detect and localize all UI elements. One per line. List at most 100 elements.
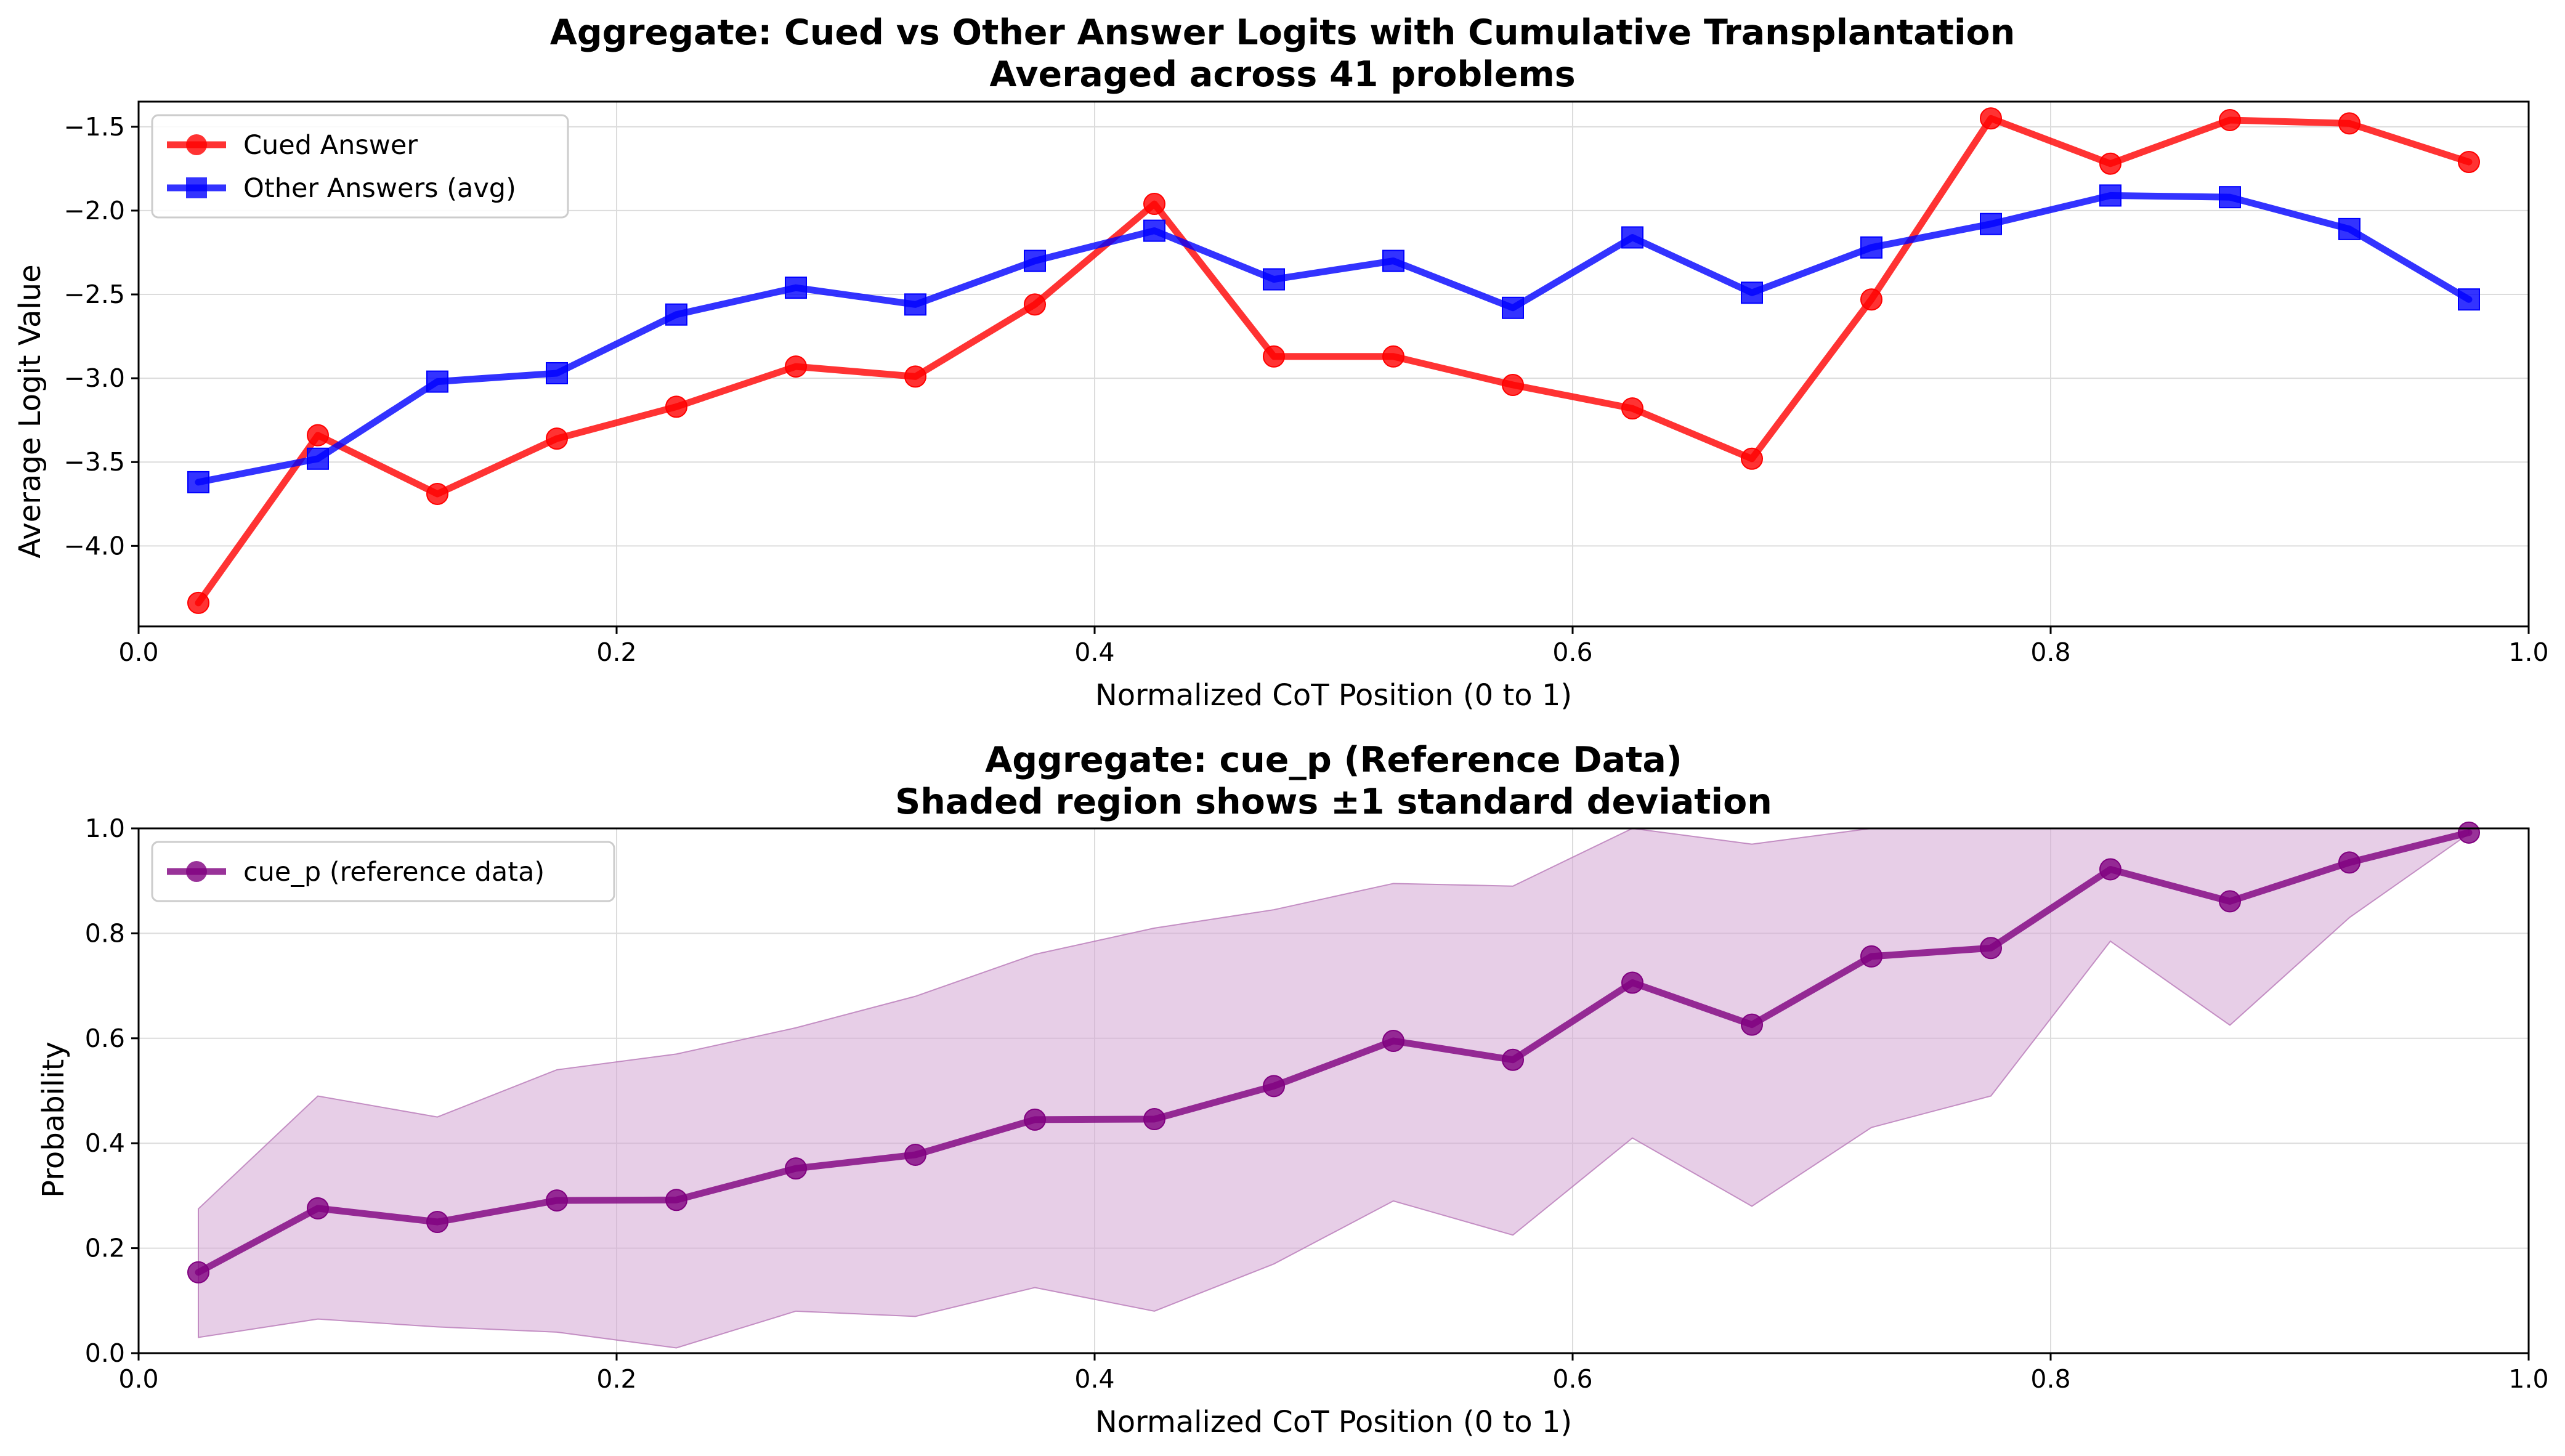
logit-chart: Aggregate: Cued vs Other Answer Logits w… — [13, 12, 2549, 713]
cue-p-chart-point-s0-7 — [1024, 1108, 1046, 1131]
logit-chart-point-s0-10 — [1382, 345, 1404, 368]
logit-chart-x-tick-label-3: 0.6 — [1552, 637, 1592, 667]
logit-chart-point-s0-6 — [904, 365, 926, 388]
cue-p-chart-point-s0-1 — [307, 1197, 329, 1219]
cue-p-chart-y-tick-label-4: 0.8 — [85, 918, 125, 948]
cue-p-chart-point-s0-0 — [187, 1261, 209, 1284]
logit-chart-point-s0-16 — [2099, 152, 2121, 175]
cue-p-chart-point-s0-19 — [2458, 821, 2480, 844]
cue-p-chart-y-tick-label-0: 0.0 — [85, 1338, 125, 1368]
logit-chart-point-s1-7 — [1024, 249, 1046, 272]
cue-p-chart-y-label: Probability — [36, 1041, 71, 1198]
logit-chart-point-s0-14 — [1860, 288, 1882, 311]
logit-chart-point-s1-5 — [785, 277, 807, 299]
logit-chart-series-line-1 — [195, 192, 2473, 486]
logit-chart-x-label: Normalized CoT Position (0 to 1) — [1095, 678, 1572, 713]
cue-p-chart-point-s0-9 — [1263, 1075, 1285, 1098]
logit-chart-title: Aggregate: Cued vs Other Answer Logits w… — [550, 12, 2016, 53]
logit-chart-point-s1-9 — [1263, 268, 1285, 291]
logit-chart-x-tick-label-4: 0.8 — [2030, 637, 2070, 667]
cue-p-chart-x-tick-label-1: 0.2 — [596, 1364, 636, 1394]
cue-p-chart-subtitle: Shaded region shows ±1 standard deviatio… — [895, 782, 1772, 822]
logit-chart-point-s1-0 — [187, 471, 209, 493]
logit-chart-point-s0-18 — [2338, 112, 2360, 135]
logit-chart-y-tick-label-2: −3.0 — [63, 363, 125, 393]
cue-p-chart-point-s0-5 — [785, 1157, 807, 1180]
logit-chart-point-s0-4 — [665, 395, 687, 418]
logit-chart-point-s0-7 — [1024, 293, 1046, 316]
cue-p-chart-point-s0-2 — [426, 1211, 448, 1233]
logit-chart-point-s1-6 — [904, 293, 926, 316]
cue-p-chart: Aggregate: cue_p (Reference Data) Shaded… — [36, 740, 2549, 1439]
cue-p-chart-point-s0-15 — [1980, 937, 2002, 960]
logit-chart-x-tick-label-0: 0.0 — [118, 637, 158, 667]
logit-chart-y-tick-label-3: −2.5 — [63, 280, 125, 309]
logit-chart-series-line-0 — [195, 115, 2473, 607]
logit-chart-point-s0-5 — [785, 355, 807, 378]
cue-p-chart-y-ticks: 0.0 0.2 0.4 0.6 0.8 1.0 — [85, 814, 139, 1368]
cue-p-chart-point-s0-8 — [1143, 1108, 1165, 1131]
logit-chart-point-s1-2 — [426, 370, 448, 393]
cue-p-chart-point-s0-12 — [1621, 971, 1643, 994]
logit-chart-point-s0-0 — [187, 591, 209, 614]
logit-chart-x-tick-label-1: 0.2 — [596, 637, 636, 667]
logit-chart-point-s1-16 — [2099, 184, 2121, 207]
logit-chart-y-tick-label-1: −3.5 — [63, 447, 125, 477]
cue-p-chart-x-tick-label-4: 0.8 — [2030, 1364, 2070, 1394]
logit-chart-point-s1-19 — [2458, 288, 2480, 311]
cue-p-chart-point-s0-3 — [546, 1189, 568, 1212]
logit-chart-y-ticks: −4.0 −3.5 −3.0 −2.5 −2.0 −1.5 — [63, 112, 139, 560]
logit-chart-point-s0-15 — [1980, 107, 2002, 130]
logit-chart-point-s1-15 — [1980, 212, 2002, 235]
logit-chart-y-tick-label-0: −4.0 — [63, 531, 125, 560]
logit-chart-point-s0-8 — [1143, 193, 1165, 216]
logit-chart-y-tick-label-4: −2.0 — [63, 196, 125, 225]
logit-chart-point-s0-13 — [1741, 447, 1763, 470]
logit-chart-point-s0-12 — [1621, 397, 1643, 420]
logit-chart-point-s0-11 — [1502, 374, 1524, 397]
cue-p-chart-legend-marker-0 — [186, 861, 207, 882]
logit-chart-x-tick-label-5: 1.0 — [2508, 637, 2548, 667]
logit-chart-point-s1-13 — [1741, 281, 1763, 304]
logit-chart-point-s0-9 — [1263, 345, 1285, 368]
cue-p-chart-point-s0-11 — [1502, 1048, 1524, 1071]
cue-p-chart-x-tick-label-2: 0.4 — [1074, 1364, 1114, 1394]
logit-chart-y-tick-label-5: −1.5 — [63, 112, 125, 142]
logit-chart-point-s1-8 — [1143, 219, 1165, 242]
cue-p-chart-point-s0-16 — [2099, 858, 2121, 881]
cue-p-chart-y-tick-label-5: 1.0 — [85, 814, 125, 843]
cue-p-chart-title: Aggregate: cue_p (Reference Data) — [985, 740, 1682, 780]
logit-chart-point-s0-1 — [307, 424, 329, 447]
cue-p-chart-legend-box — [151, 841, 615, 902]
cue-p-chart-x-label: Normalized CoT Position (0 to 1) — [1095, 1405, 1572, 1439]
cue-p-chart-point-s0-10 — [1382, 1030, 1404, 1053]
cue-p-chart-point-s0-6 — [904, 1143, 926, 1166]
logit-chart-legend-label-0: Cued Answer — [243, 130, 418, 161]
cue-p-chart-point-s0-4 — [665, 1189, 687, 1211]
logit-chart-point-s0-17 — [2219, 108, 2241, 131]
logit-chart-point-s0-3 — [546, 427, 568, 450]
cue-p-chart-frame — [137, 827, 2530, 1354]
cue-p-chart-legend-label-0: cue_p (reference data) — [243, 857, 545, 888]
cue-p-chart-point-s0-14 — [1860, 945, 1882, 968]
logit-chart-subtitle: Averaged across 41 problems — [989, 54, 1575, 95]
logit-chart-x-ticks: 0.0 0.2 0.4 0.6 0.8 1.0 — [118, 626, 2549, 667]
cue-p-chart-point-s0-18 — [2338, 851, 2360, 874]
logit-chart-x-tick-label-2: 0.4 — [1074, 637, 1114, 667]
logit-chart-point-s1-17 — [2219, 186, 2241, 209]
logit-chart-point-s1-3 — [546, 362, 568, 384]
logit-chart-legend-marker-1 — [186, 177, 207, 198]
cue-p-chart-y-tick-label-1: 0.2 — [85, 1234, 125, 1263]
logit-chart-frame — [137, 100, 2530, 628]
cue-p-chart-series-line-0 — [195, 829, 2473, 1276]
cue-p-chart-point-s0-17 — [2219, 890, 2241, 913]
logit-chart-point-s1-10 — [1382, 249, 1404, 272]
logit-chart-legend-marker-0 — [186, 134, 207, 155]
logit-chart-legend: Cued Answer Other Answers (avg) — [151, 114, 569, 219]
cue-p-chart-legend: cue_p (reference data) — [151, 841, 615, 902]
logit-chart-lines — [195, 115, 2473, 607]
cue-p-chart-point-s0-13 — [1741, 1013, 1763, 1036]
logit-chart-point-s1-4 — [665, 303, 687, 326]
logit-chart-legend-label-1: Other Answers (avg) — [243, 173, 516, 204]
cue-p-chart-x-ticks: 0.0 0.2 0.4 0.6 0.8 1.0 — [118, 1353, 2549, 1394]
